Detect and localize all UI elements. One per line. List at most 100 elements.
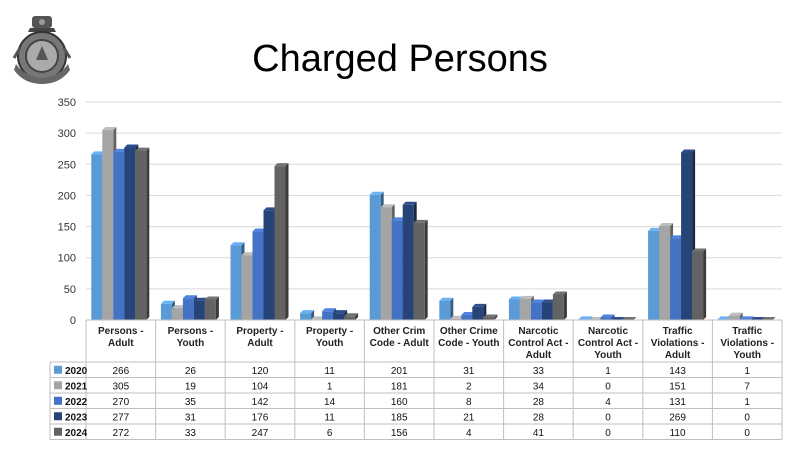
bar-top (611, 317, 626, 320)
table-cell-value: 1 (744, 397, 750, 408)
bar (274, 166, 286, 320)
bar (193, 300, 205, 320)
table-cell-value: 0 (605, 428, 611, 439)
bar (541, 302, 553, 320)
table-cell-value: 270 (112, 397, 129, 408)
bar (300, 313, 312, 320)
bar (160, 303, 172, 320)
category-label: Adult (665, 350, 691, 361)
bar-top (204, 296, 219, 300)
bar (369, 194, 381, 320)
table-cell-value: 0 (605, 381, 611, 392)
bar (483, 317, 495, 320)
table-cell-value: 160 (391, 397, 408, 408)
bar-top (333, 310, 348, 314)
bar-top (113, 148, 128, 152)
table-cell-value: 131 (669, 397, 686, 408)
bar-side (563, 291, 567, 320)
bar (472, 306, 484, 320)
bar (402, 204, 414, 320)
table-cell-value: 41 (533, 428, 545, 439)
bar-side (611, 314, 615, 320)
table-cell-value: 33 (185, 428, 197, 439)
bar (344, 316, 356, 320)
bar-top (413, 219, 428, 223)
table-cell-value: 272 (112, 428, 129, 439)
category-label: Adult (247, 338, 273, 349)
category-label: Adult (526, 350, 552, 361)
table-cell-value: 6 (327, 428, 333, 439)
table-cell-value: 181 (391, 381, 408, 392)
bar-top (461, 312, 476, 316)
category-label: Violations - (720, 338, 774, 349)
table-cell-value: 35 (185, 397, 197, 408)
bar-top (519, 295, 534, 299)
bar (241, 255, 253, 320)
bar-top (530, 299, 545, 303)
legend-swatch (54, 381, 62, 390)
legend-swatch (54, 396, 62, 405)
category-label: Code - Youth (438, 338, 499, 349)
bar-top (300, 310, 315, 314)
bar-side (450, 297, 454, 320)
bar-top (241, 252, 256, 256)
legend-swatch (54, 365, 62, 374)
bar-top (344, 313, 359, 317)
bar-side (589, 316, 593, 320)
bar-top (450, 315, 465, 319)
bar-top (380, 204, 395, 208)
table-cell-value: 143 (669, 366, 686, 377)
table-cell-value: 2 (466, 381, 472, 392)
category-label: Property - (306, 326, 353, 337)
table-cell-value: 33 (533, 366, 545, 377)
table-cell-value: 185 (391, 412, 408, 423)
bar-side (703, 248, 707, 320)
bar (135, 150, 147, 320)
table-cell-value: 120 (252, 366, 269, 377)
y-tick-label: 50 (64, 284, 76, 296)
bar (230, 245, 242, 320)
bar (252, 231, 264, 320)
table-cell-value: 156 (391, 428, 408, 439)
bar-side (750, 316, 754, 320)
bar-side (146, 147, 150, 320)
y-tick-label: 0 (70, 315, 76, 327)
bar-side (285, 163, 289, 320)
bar-top (124, 144, 139, 148)
bar-top (578, 316, 593, 320)
bar-top (728, 312, 743, 316)
table-cell-value: 14 (324, 397, 336, 408)
bar-side (494, 314, 498, 320)
y-tick-label: 300 (58, 128, 76, 140)
bar (508, 299, 520, 320)
y-tick-label: 200 (58, 190, 76, 202)
bar (670, 238, 682, 320)
table-cell-value: 11 (324, 366, 335, 377)
bar (413, 222, 425, 320)
bar-top (252, 228, 267, 232)
table-cell-value: 176 (252, 412, 269, 423)
bar (450, 318, 462, 320)
bar (182, 298, 194, 320)
bar-top (230, 242, 245, 246)
bar-top (761, 317, 776, 320)
bar-top (600, 314, 615, 318)
table-cell-value: 7 (744, 381, 750, 392)
bar (681, 152, 693, 320)
rcmp-crest-logo (10, 14, 74, 93)
bar (461, 315, 473, 320)
bar-top (311, 316, 326, 320)
category-label: Narcotic (588, 326, 628, 337)
bar-top (135, 147, 150, 151)
page-title: Charged Persons (252, 38, 548, 80)
bar-top (483, 314, 498, 318)
bar-top (91, 151, 106, 155)
category-label: Persons - (98, 326, 144, 337)
bar (530, 302, 542, 320)
bar-top (659, 222, 674, 226)
category-label: Youth (594, 350, 622, 361)
bar-top (274, 163, 289, 167)
bar (380, 207, 392, 320)
bar (728, 315, 740, 320)
bar-top (692, 248, 707, 252)
